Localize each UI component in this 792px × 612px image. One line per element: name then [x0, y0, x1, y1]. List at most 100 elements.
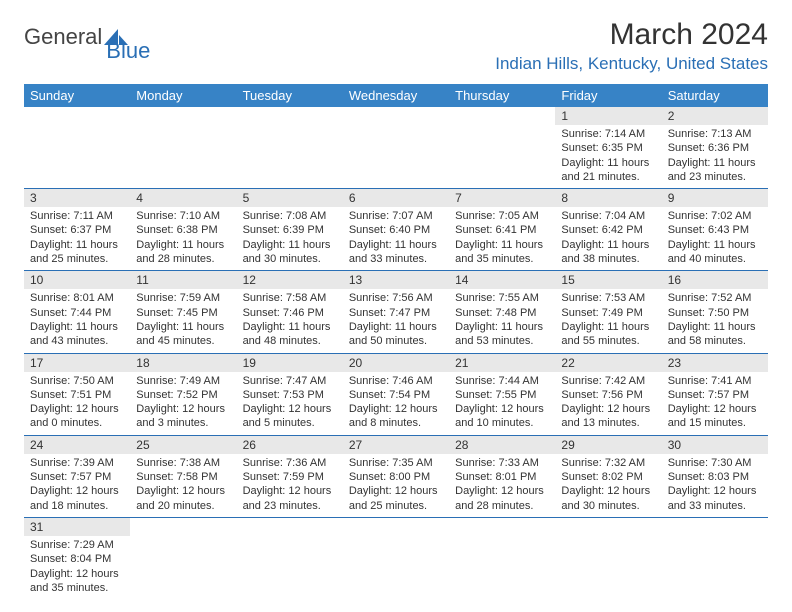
calendar-cell: 22Sunrise: 7:42 AMSunset: 7:56 PMDayligh… [555, 353, 661, 435]
calendar-cell [662, 517, 768, 599]
col-friday: Friday [555, 84, 661, 107]
sunrise: Sunrise: 7:02 AM [668, 209, 762, 223]
day-details: Sunrise: 7:08 AMSunset: 6:39 PMDaylight:… [237, 207, 343, 270]
daylight: Daylight: 12 hours and 13 minutes. [561, 402, 655, 431]
day-details: Sunrise: 7:14 AMSunset: 6:35 PMDaylight:… [555, 125, 661, 188]
daylight: Daylight: 11 hours and 45 minutes. [136, 320, 230, 349]
sunset: Sunset: 7:46 PM [243, 306, 337, 320]
sunrise: Sunrise: 7:41 AM [668, 374, 762, 388]
day-number: 6 [343, 189, 449, 207]
sunset: Sunset: 7:59 PM [243, 470, 337, 484]
sunset: Sunset: 6:37 PM [30, 223, 124, 237]
col-sunday: Sunday [24, 84, 130, 107]
day-number: 17 [24, 354, 130, 372]
calendar-cell: 3Sunrise: 7:11 AMSunset: 6:37 PMDaylight… [24, 189, 130, 271]
day-number: 25 [130, 436, 236, 454]
calendar-cell [343, 107, 449, 189]
sunset: Sunset: 7:58 PM [136, 470, 230, 484]
calendar-cell: 26Sunrise: 7:36 AMSunset: 7:59 PMDayligh… [237, 435, 343, 517]
sunset: Sunset: 7:49 PM [561, 306, 655, 320]
day-details: Sunrise: 7:46 AMSunset: 7:54 PMDaylight:… [343, 372, 449, 435]
sunset: Sunset: 7:48 PM [455, 306, 549, 320]
day-number: 14 [449, 271, 555, 289]
day-number: 15 [555, 271, 661, 289]
day-number: 29 [555, 436, 661, 454]
sunrise: Sunrise: 7:14 AM [561, 127, 655, 141]
day-details: Sunrise: 7:56 AMSunset: 7:47 PMDaylight:… [343, 289, 449, 352]
sunset: Sunset: 8:03 PM [668, 470, 762, 484]
day-details: Sunrise: 7:05 AMSunset: 6:41 PMDaylight:… [449, 207, 555, 270]
daylight: Daylight: 11 hours and 50 minutes. [349, 320, 443, 349]
sunset: Sunset: 7:53 PM [243, 388, 337, 402]
sunset: Sunset: 6:36 PM [668, 141, 762, 155]
daylight: Daylight: 11 hours and 55 minutes. [561, 320, 655, 349]
calendar-cell [24, 107, 130, 189]
sunrise: Sunrise: 7:30 AM [668, 456, 762, 470]
day-details: Sunrise: 8:01 AMSunset: 7:44 PMDaylight:… [24, 289, 130, 352]
day-number: 26 [237, 436, 343, 454]
day-number: 4 [130, 189, 236, 207]
daylight: Daylight: 12 hours and 20 minutes. [136, 484, 230, 513]
day-number: 11 [130, 271, 236, 289]
calendar-cell: 17Sunrise: 7:50 AMSunset: 7:51 PMDayligh… [24, 353, 130, 435]
day-number: 5 [237, 189, 343, 207]
day-number: 3 [24, 189, 130, 207]
sunset: Sunset: 6:35 PM [561, 141, 655, 155]
calendar-row: 3Sunrise: 7:11 AMSunset: 6:37 PMDaylight… [24, 189, 768, 271]
day-details: Sunrise: 7:33 AMSunset: 8:01 PMDaylight:… [449, 454, 555, 517]
daylight: Daylight: 12 hours and 28 minutes. [455, 484, 549, 513]
calendar-cell: 14Sunrise: 7:55 AMSunset: 7:48 PMDayligh… [449, 271, 555, 353]
sunset: Sunset: 8:02 PM [561, 470, 655, 484]
calendar-cell: 18Sunrise: 7:49 AMSunset: 7:52 PMDayligh… [130, 353, 236, 435]
sunset: Sunset: 7:57 PM [30, 470, 124, 484]
daylight: Daylight: 12 hours and 35 minutes. [30, 567, 124, 596]
sunrise: Sunrise: 7:50 AM [30, 374, 124, 388]
sunset: Sunset: 7:56 PM [561, 388, 655, 402]
day-details: Sunrise: 7:04 AMSunset: 6:42 PMDaylight:… [555, 207, 661, 270]
sunrise: Sunrise: 7:10 AM [136, 209, 230, 223]
header: General Blue March 2024 Indian Hills, Ke… [24, 18, 768, 74]
sunrise: Sunrise: 8:01 AM [30, 291, 124, 305]
calendar-cell: 20Sunrise: 7:46 AMSunset: 7:54 PMDayligh… [343, 353, 449, 435]
day-number: 31 [24, 518, 130, 536]
daylight: Daylight: 12 hours and 23 minutes. [243, 484, 337, 513]
sunset: Sunset: 7:47 PM [349, 306, 443, 320]
calendar-cell: 27Sunrise: 7:35 AMSunset: 8:00 PMDayligh… [343, 435, 449, 517]
calendar-cell: 19Sunrise: 7:47 AMSunset: 7:53 PMDayligh… [237, 353, 343, 435]
sunrise: Sunrise: 7:33 AM [455, 456, 549, 470]
sunset: Sunset: 7:57 PM [668, 388, 762, 402]
day-details: Sunrise: 7:42 AMSunset: 7:56 PMDaylight:… [555, 372, 661, 435]
daylight: Daylight: 11 hours and 38 minutes. [561, 238, 655, 267]
daylight: Daylight: 11 hours and 25 minutes. [30, 238, 124, 267]
calendar-cell [237, 107, 343, 189]
day-number: 24 [24, 436, 130, 454]
sunset: Sunset: 7:45 PM [136, 306, 230, 320]
sunset: Sunset: 6:41 PM [455, 223, 549, 237]
sunset: Sunset: 6:43 PM [668, 223, 762, 237]
logo-text-2: Blue [106, 38, 150, 64]
day-details: Sunrise: 7:32 AMSunset: 8:02 PMDaylight:… [555, 454, 661, 517]
calendar-cell: 28Sunrise: 7:33 AMSunset: 8:01 PMDayligh… [449, 435, 555, 517]
sunrise: Sunrise: 7:04 AM [561, 209, 655, 223]
daylight: Daylight: 11 hours and 48 minutes. [243, 320, 337, 349]
sunrise: Sunrise: 7:05 AM [455, 209, 549, 223]
calendar-cell [237, 517, 343, 599]
day-number: 16 [662, 271, 768, 289]
sunset: Sunset: 8:00 PM [349, 470, 443, 484]
day-details: Sunrise: 7:44 AMSunset: 7:55 PMDaylight:… [449, 372, 555, 435]
day-details: Sunrise: 7:41 AMSunset: 7:57 PMDaylight:… [662, 372, 768, 435]
day-details: Sunrise: 7:07 AMSunset: 6:40 PMDaylight:… [343, 207, 449, 270]
sunrise: Sunrise: 7:53 AM [561, 291, 655, 305]
daylight: Daylight: 11 hours and 30 minutes. [243, 238, 337, 267]
calendar-cell: 12Sunrise: 7:58 AMSunset: 7:46 PMDayligh… [237, 271, 343, 353]
day-details: Sunrise: 7:52 AMSunset: 7:50 PMDaylight:… [662, 289, 768, 352]
col-tuesday: Tuesday [237, 84, 343, 107]
day-details: Sunrise: 7:47 AMSunset: 7:53 PMDaylight:… [237, 372, 343, 435]
daylight: Daylight: 11 hours and 23 minutes. [668, 156, 762, 185]
daylight: Daylight: 11 hours and 35 minutes. [455, 238, 549, 267]
daylight: Daylight: 11 hours and 33 minutes. [349, 238, 443, 267]
col-wednesday: Wednesday [343, 84, 449, 107]
calendar-cell: 21Sunrise: 7:44 AMSunset: 7:55 PMDayligh… [449, 353, 555, 435]
day-number: 27 [343, 436, 449, 454]
sunrise: Sunrise: 7:44 AM [455, 374, 549, 388]
